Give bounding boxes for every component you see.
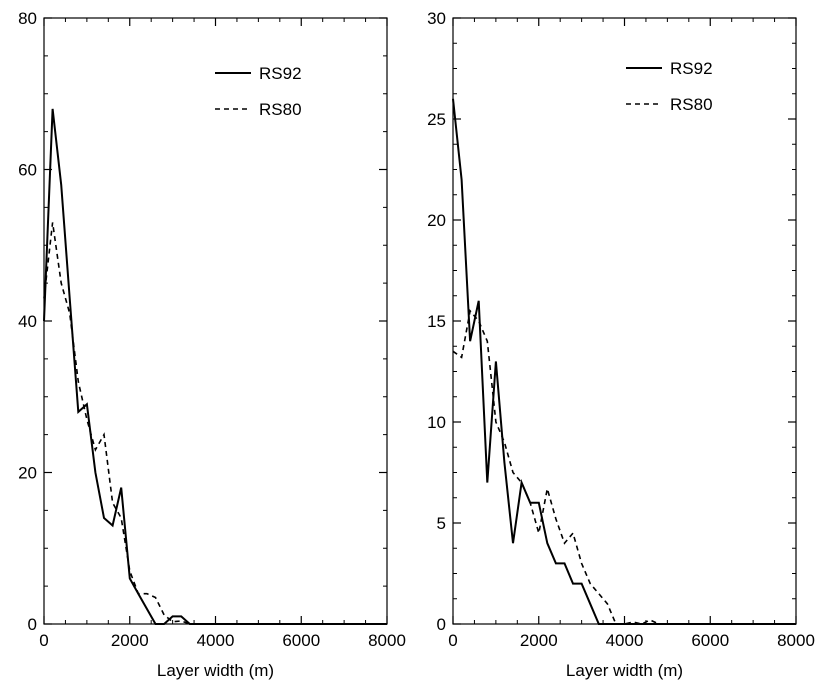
legend-label-rs92: RS92 [670, 59, 713, 78]
legend-label-rs80: RS80 [670, 95, 713, 114]
x-tick-label: 8000 [777, 631, 815, 650]
y-tick-label: 15 [427, 312, 446, 331]
y-tick-label: 0 [437, 615, 446, 634]
series-line-rs80 [43, 222, 387, 625]
x-tick-label: 0 [448, 631, 457, 650]
panel-1: 0 2000 4000 6000 8000 0 20 40 60 80 Layer width (m… [18, 9, 406, 680]
legend-label-rs92: RS92 [259, 64, 302, 83]
x-tick-label: 8000 [368, 631, 406, 650]
y-tick-label: 10 [427, 413, 446, 432]
x-axis-label: Layer width (m) [566, 661, 683, 680]
x-tick-label: 2000 [520, 631, 558, 650]
x-tick-label: 0 [39, 631, 48, 650]
y-tick-label: 5 [437, 514, 446, 533]
x-tick-label: 6000 [282, 631, 320, 650]
x-axis-label: Layer width (m) [157, 661, 274, 680]
y-tick-label: 25 [427, 110, 446, 129]
y-tick-label: 60 [18, 161, 37, 180]
y-tick-label: 40 [18, 312, 37, 331]
series-line-rs92 [452, 98, 796, 625]
y-tick-label: 30 [427, 9, 446, 28]
y-tick-label: 20 [18, 464, 37, 483]
y-tick-label: 0 [28, 615, 37, 634]
x-tick-label: 6000 [691, 631, 729, 650]
plot-frame [452, 17, 797, 625]
y-tick-label: 80 [18, 9, 37, 28]
series-line-rs92 [43, 108, 387, 625]
series-line-rs80 [452, 309, 796, 625]
legend-label-rs80: RS80 [259, 100, 302, 119]
panel-2: 0 2000 4000 6000 8000 0 5 10 15 20 25 30 Layer width… [427, 9, 815, 680]
x-tick-label: 4000 [606, 631, 644, 650]
x-tick-label: 4000 [197, 631, 235, 650]
x-tick-label: 2000 [111, 631, 149, 650]
y-tick-label: 20 [427, 211, 446, 230]
